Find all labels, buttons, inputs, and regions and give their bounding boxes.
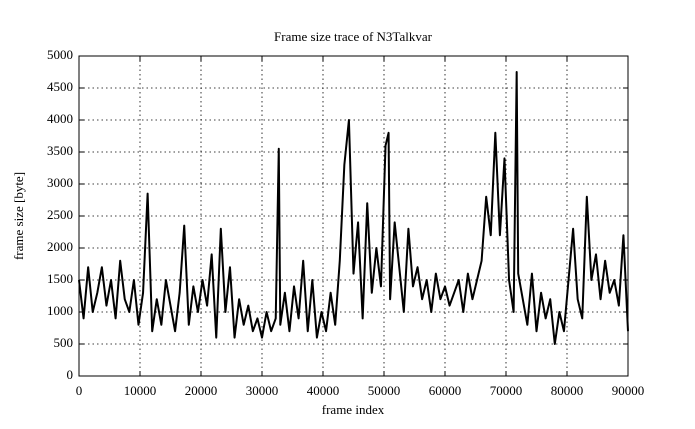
y-tick-label: 4000 (47, 111, 73, 126)
x-tick-label: 0 (76, 383, 83, 398)
chart-title: Frame size trace of N3Talkvar (274, 29, 433, 44)
y-tick-label: 0 (67, 367, 74, 382)
x-tick-label: 70000 (490, 383, 523, 398)
y-tick-label: 1000 (47, 303, 73, 318)
y-tick-label: 500 (54, 335, 74, 350)
y-tick-label: 2000 (47, 239, 73, 254)
y-tick-label: 3500 (47, 143, 73, 158)
y-tick-label: 1500 (47, 271, 73, 286)
y-tick-label: 4500 (47, 79, 73, 94)
x-tick-label: 60000 (429, 383, 462, 398)
x-tick-label: 10000 (124, 383, 157, 398)
y-tick-label: 5000 (47, 47, 73, 62)
x-tick-label: 30000 (246, 383, 279, 398)
x-tick-label: 40000 (307, 383, 340, 398)
y-tick-label: 3000 (47, 175, 73, 190)
x-tick-label: 80000 (551, 383, 584, 398)
data-line (78, 71, 629, 345)
y-axis-label: frame size [byte] (11, 172, 26, 260)
plot-frame (78, 55, 629, 377)
y-tick-label: 2500 (47, 207, 73, 222)
x-axis-label: frame index (322, 402, 385, 417)
x-tick-label: 90000 (612, 383, 645, 398)
x-tick-label: 20000 (185, 383, 218, 398)
x-tick-label: 50000 (368, 383, 401, 398)
